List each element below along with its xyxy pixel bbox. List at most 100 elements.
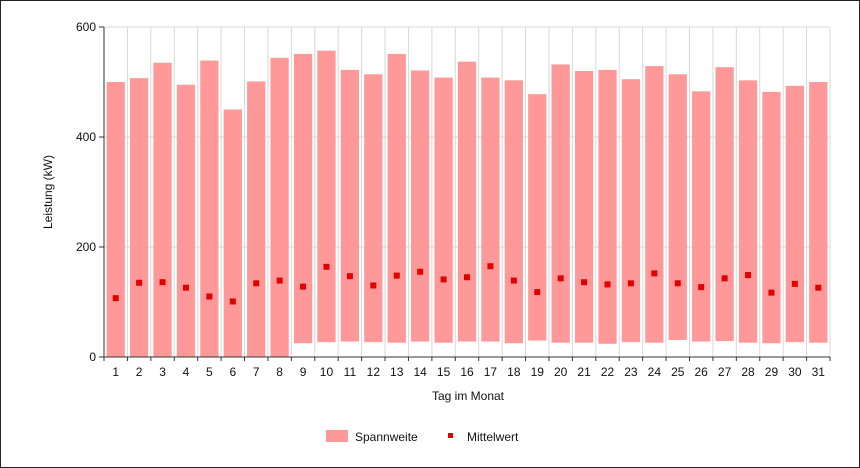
range-bar <box>621 79 641 343</box>
range-bar <box>668 74 687 340</box>
range-bar <box>247 81 266 357</box>
mean-markers <box>112 263 822 305</box>
x-tick-label: 11 <box>344 365 357 379</box>
legend: Spannweite Mittelwert <box>326 430 519 444</box>
x-tick-label: 17 <box>484 365 498 379</box>
x-axis-title: Tag im Monat <box>432 389 505 403</box>
x-tick-label: 25 <box>671 365 685 379</box>
x-tick-label: 7 <box>253 365 260 379</box>
y-tick-labels: 0 200 400 600 <box>76 20 96 364</box>
x-tick-label: 28 <box>741 365 755 379</box>
x-tick-label: 21 <box>577 365 591 379</box>
range-bar <box>785 85 805 343</box>
range-bar <box>129 78 149 358</box>
range-bar <box>106 82 125 357</box>
y-tick-label: 200 <box>76 240 96 254</box>
x-tick-label: 12 <box>367 365 381 379</box>
x-tick-label: 26 <box>695 365 709 379</box>
axes <box>99 26 831 361</box>
x-tick-label: 8 <box>276 365 283 379</box>
range-bar <box>528 94 547 341</box>
mean-marker <box>510 277 517 284</box>
range-bar <box>364 74 383 343</box>
legend-mean-swatch <box>448 433 453 438</box>
x-tick-label: 29 <box>765 365 779 379</box>
x-tick-label: 22 <box>601 365 615 379</box>
x-tick-label: 24 <box>648 365 662 379</box>
range-bar <box>692 91 711 342</box>
mean-marker <box>159 279 166 286</box>
range-bar <box>317 50 336 343</box>
x-tick-label: 14 <box>413 365 427 379</box>
range-bar <box>645 66 664 343</box>
x-tick-label: 23 <box>624 365 638 379</box>
range-bar <box>293 53 313 344</box>
range-bars <box>106 50 828 358</box>
mean-marker <box>627 280 634 287</box>
x-tick-label: 13 <box>390 365 404 379</box>
range-bar <box>574 71 594 343</box>
mean-marker <box>651 270 658 277</box>
range-bar <box>504 80 523 344</box>
mean-marker <box>346 273 353 280</box>
range-bar <box>762 91 781 344</box>
x-tick-labels: 1 2 3 4 5 6 7 8 9 10 11 12 13 14 15 16 17 18 19 20 21 22 23 24 2… <box>112 365 825 379</box>
mean-marker <box>557 275 564 282</box>
mean-marker <box>229 298 236 305</box>
legend-range-label: Spannweite <box>355 430 418 444</box>
x-tick-label: 31 <box>812 365 826 379</box>
x-tick-label: 16 <box>460 365 474 379</box>
range-bar <box>176 84 196 357</box>
mean-marker <box>300 283 307 290</box>
mean-marker <box>745 272 752 279</box>
mean-marker <box>276 277 283 284</box>
mean-marker <box>791 280 798 287</box>
mean-marker <box>393 272 400 279</box>
range-bar <box>387 53 406 343</box>
x-tick-label: 4 <box>183 365 190 379</box>
x-tick-label: 2 <box>136 365 143 379</box>
mean-marker <box>464 274 470 281</box>
mean-marker <box>768 289 775 296</box>
y-axis-title: Leistung (kW) <box>41 155 55 229</box>
x-tick-label: 3 <box>159 365 166 379</box>
range-bar <box>457 61 477 342</box>
x-tick-label: 5 <box>206 365 213 379</box>
range-bar <box>551 64 570 343</box>
mean-marker <box>815 284 822 291</box>
range-bar <box>270 57 289 358</box>
range-bar <box>481 77 500 342</box>
mean-marker <box>136 279 143 286</box>
mean-marker <box>604 281 611 288</box>
range-bar <box>200 60 219 358</box>
mean-marker <box>440 276 447 283</box>
legend-mean-label: Mittelwert <box>467 430 519 444</box>
range-bar <box>340 69 360 342</box>
mean-marker <box>534 289 541 296</box>
mean-marker <box>721 275 728 282</box>
mean-marker <box>370 282 377 289</box>
range-bar <box>434 77 453 343</box>
x-tick-label: 6 <box>229 365 236 379</box>
x-tick-label: 1 <box>112 365 119 379</box>
mean-marker <box>417 268 424 275</box>
range-bar <box>738 80 758 343</box>
range-bar <box>411 70 430 342</box>
mean-marker <box>112 295 119 302</box>
y-tick-label: 0 <box>89 350 96 364</box>
x-tick-label: 15 <box>437 365 451 379</box>
mean-marker <box>487 263 494 270</box>
mean-marker <box>206 293 213 300</box>
mean-marker <box>253 280 260 287</box>
x-tick-label: 30 <box>788 365 802 379</box>
mean-marker <box>698 284 705 291</box>
range-bar <box>809 82 828 343</box>
mean-marker <box>182 284 189 291</box>
range-bar <box>598 69 617 344</box>
x-tick-label: 27 <box>718 365 732 379</box>
mean-marker <box>323 263 330 270</box>
range-bar <box>153 62 172 357</box>
legend-range-swatch <box>326 430 348 442</box>
range-bar <box>715 67 734 342</box>
